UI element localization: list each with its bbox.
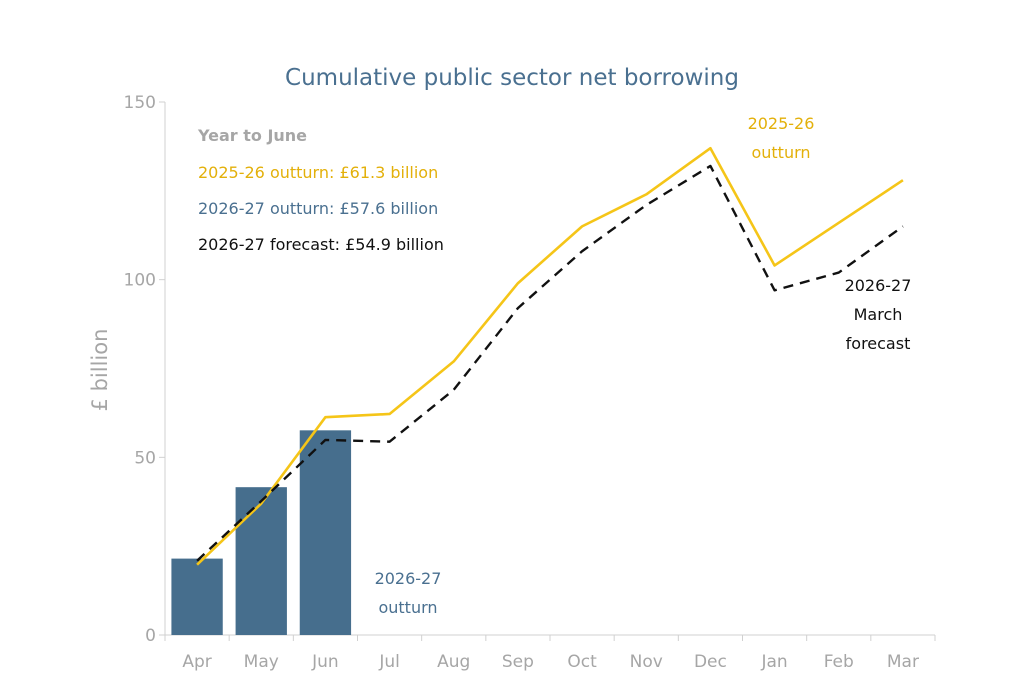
notes-line: 2025-26 outturn: £61.3 billion — [198, 163, 438, 182]
series-line — [196, 146, 904, 566]
x-tick-label: Sep — [502, 652, 534, 672]
notes-heading: Year to June — [197, 126, 307, 145]
y-tick-label: 150 — [124, 93, 156, 113]
annotation-label: outturn — [751, 143, 810, 162]
series-line — [196, 164, 904, 562]
y-tick-label: 0 — [145, 626, 156, 646]
annotation-label: 2026-27 — [845, 276, 912, 295]
bars — [171, 430, 352, 635]
y-axis-label: £ billion — [88, 329, 112, 412]
bar — [299, 430, 352, 635]
x-tick-label: Jun — [311, 652, 339, 672]
x-tick-label: Oct — [567, 652, 597, 672]
x-tick-label: Mar — [887, 652, 919, 672]
annotation-label: outturn — [378, 598, 437, 617]
annotation-label: March — [854, 305, 903, 324]
x-tick-label: Nov — [630, 652, 663, 672]
series-lines — [196, 146, 904, 566]
summary-notes: Year to June 2025-26 outturn: £61.3 billi… — [197, 126, 444, 254]
axes: 0 50 100 150 Apr May Jun Jul Aug Sep Oct Nov Dec Jan F… — [124, 93, 936, 672]
annotation-label: 2025-26 — [748, 114, 815, 133]
annotation-label: forecast — [846, 334, 911, 353]
notes-line: 2026-27 forecast: £54.9 billion — [198, 235, 444, 254]
x-tick-label: Jan — [760, 652, 787, 672]
notes-line: 2026-27 outturn: £57.6 billion — [198, 199, 438, 218]
x-tick-label: Aug — [437, 652, 470, 672]
bar — [171, 558, 223, 635]
chart-title: Cumulative public sector net borrowing — [285, 65, 739, 91]
bar — [235, 487, 287, 635]
y-tick-label: 50 — [134, 448, 156, 468]
annotation-label: 2026-27 — [375, 569, 442, 588]
y-tick-label: 100 — [124, 271, 156, 291]
annotations: 2025-26 outturn 2026-27 March forecast 2026-2… — [375, 114, 912, 617]
x-tick-label: Dec — [694, 652, 727, 672]
x-tick-label: Jul — [378, 652, 400, 672]
x-tick-label: May — [244, 652, 279, 672]
x-tick-label: Apr — [182, 652, 211, 672]
x-tick-label: Feb — [824, 652, 854, 672]
